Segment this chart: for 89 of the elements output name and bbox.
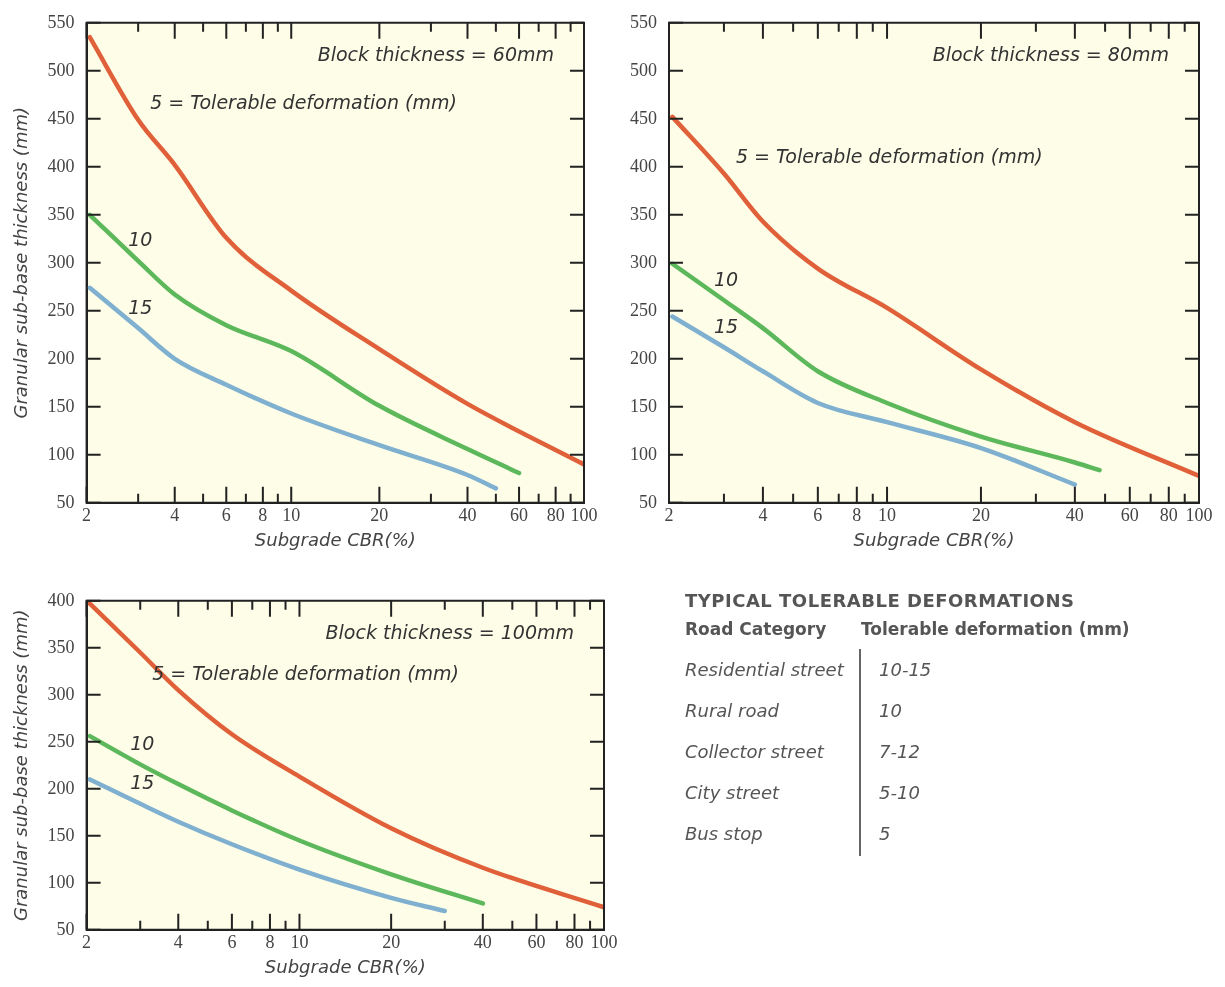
x-tick-label: 2 [82, 505, 92, 526]
annotation: Block thickness = 80mm [932, 43, 1169, 66]
series-label: 10 [130, 731, 155, 754]
series-label: 15 [713, 314, 739, 337]
x-tick-label: 2 [82, 932, 92, 953]
x-tick-label: 2 [664, 505, 674, 526]
text: 10 [878, 700, 903, 721]
text: City street [685, 782, 781, 803]
y-axis-title: Granular sub-base thickness (mm) [10, 609, 32, 922]
text: Residential street [685, 659, 846, 680]
x-tick-label: 100 [590, 932, 618, 953]
text: TYPICAL TOLERABLE DEFORMATIONS [685, 590, 1076, 611]
series-label: 15 [128, 295, 153, 318]
y-tick-label: 250 [630, 299, 657, 320]
y-tick-label: 350 [47, 203, 75, 224]
series-label: 5 = Tolerable deformation (mm) [735, 144, 1043, 167]
y-tick-label: 550 [630, 11, 657, 32]
x-tick-label: 60 [527, 932, 546, 953]
y-tick-label: 100 [47, 443, 75, 464]
y-tick-label: 50 [56, 491, 75, 512]
x-tick-label: 4 [758, 505, 768, 526]
y-tick-label: 50 [639, 491, 657, 512]
y-tick-label: 250 [47, 730, 75, 751]
x-tick-label: 8 [258, 505, 268, 526]
x-tick-label: 4 [170, 505, 180, 526]
y-tick-label: 150 [47, 395, 75, 416]
y-tick-label: 250 [47, 299, 75, 320]
x-tick-label: 6 [227, 932, 237, 953]
text: Tolerable deformation (mm) [860, 619, 1131, 639]
x-tick-label: 60 [510, 505, 529, 526]
y-tick-label: 200 [630, 347, 657, 368]
x-tick-label: 100 [1185, 505, 1213, 526]
y-tick-label: 400 [630, 155, 657, 176]
series-label: 5 = Tolerable deformation (mm) [150, 91, 457, 114]
text: Rural road [685, 700, 780, 721]
y-tick-label: 150 [47, 824, 75, 845]
y-tick-label: 200 [47, 777, 75, 798]
x-tick-label: 40 [458, 505, 477, 526]
y-tick-label: 100 [630, 443, 657, 464]
x-tick-label: 10 [878, 505, 897, 526]
x-tick-label: 10 [290, 932, 309, 953]
x-tick-label: 40 [473, 932, 492, 953]
y-tick-label: 550 [47, 11, 75, 32]
x-tick-label: 20 [370, 505, 389, 526]
y-tick-label: 500 [630, 59, 657, 80]
x-tick-label: 80 [565, 932, 584, 953]
y-tick-label: 300 [630, 251, 657, 272]
y-tick-label: 300 [47, 251, 75, 272]
text: 5 [878, 823, 892, 844]
x-tick-label: 6 [813, 505, 823, 526]
text: 10-15 [878, 659, 933, 680]
x-tick-label: 10 [282, 505, 301, 526]
annotation: Block thickness = 60mm [317, 43, 554, 66]
y-tick-label: 450 [47, 107, 75, 128]
text: Bus stop [685, 823, 764, 844]
x-tick-label: 80 [1159, 505, 1178, 526]
x-tick-label: 80 [546, 505, 565, 526]
text: 5-10 [878, 782, 921, 803]
text: Collector street [685, 741, 826, 762]
x-tick-label: 20 [971, 505, 990, 526]
y-tick-label: 400 [47, 155, 75, 176]
series-label: 10 [713, 267, 739, 290]
x-tick-label: 60 [1120, 505, 1139, 526]
text: Road Category [685, 619, 828, 639]
y-tick-label: 100 [47, 871, 75, 892]
x-tick-label: 40 [1065, 505, 1084, 526]
text: 7-12 [878, 741, 921, 762]
y-tick-label: 500 [47, 59, 75, 80]
x-tick-label: 20 [382, 932, 401, 953]
x-tick-label: 8 [265, 932, 275, 953]
y-tick-label: 200 [47, 347, 75, 368]
x-axis-title: Subgrade CBR(%) [254, 528, 416, 550]
y-tick-label: 350 [47, 636, 75, 657]
annotation: Block thickness = 100mm [325, 621, 574, 644]
x-tick-label: 100 [570, 505, 598, 526]
y-tick-label: 350 [630, 203, 657, 224]
y-tick-label: 50 [56, 918, 75, 939]
series-label: 15 [130, 771, 155, 794]
y-tick-label: 300 [47, 683, 75, 704]
y-tick-label: 450 [630, 107, 657, 128]
y-axis-title: Granular sub-base thickness (mm) [10, 107, 32, 419]
y-tick-label: 150 [630, 395, 657, 416]
x-tick-label: 8 [852, 505, 862, 526]
series-label: 10 [128, 228, 153, 251]
x-axis-title: Subgrade CBR(%) [264, 955, 426, 977]
y-tick-label: 400 [47, 589, 75, 610]
x-tick-label: 4 [173, 932, 183, 953]
x-axis-title: Subgrade CBR(%) [853, 528, 1015, 550]
x-tick-label: 6 [221, 505, 231, 526]
